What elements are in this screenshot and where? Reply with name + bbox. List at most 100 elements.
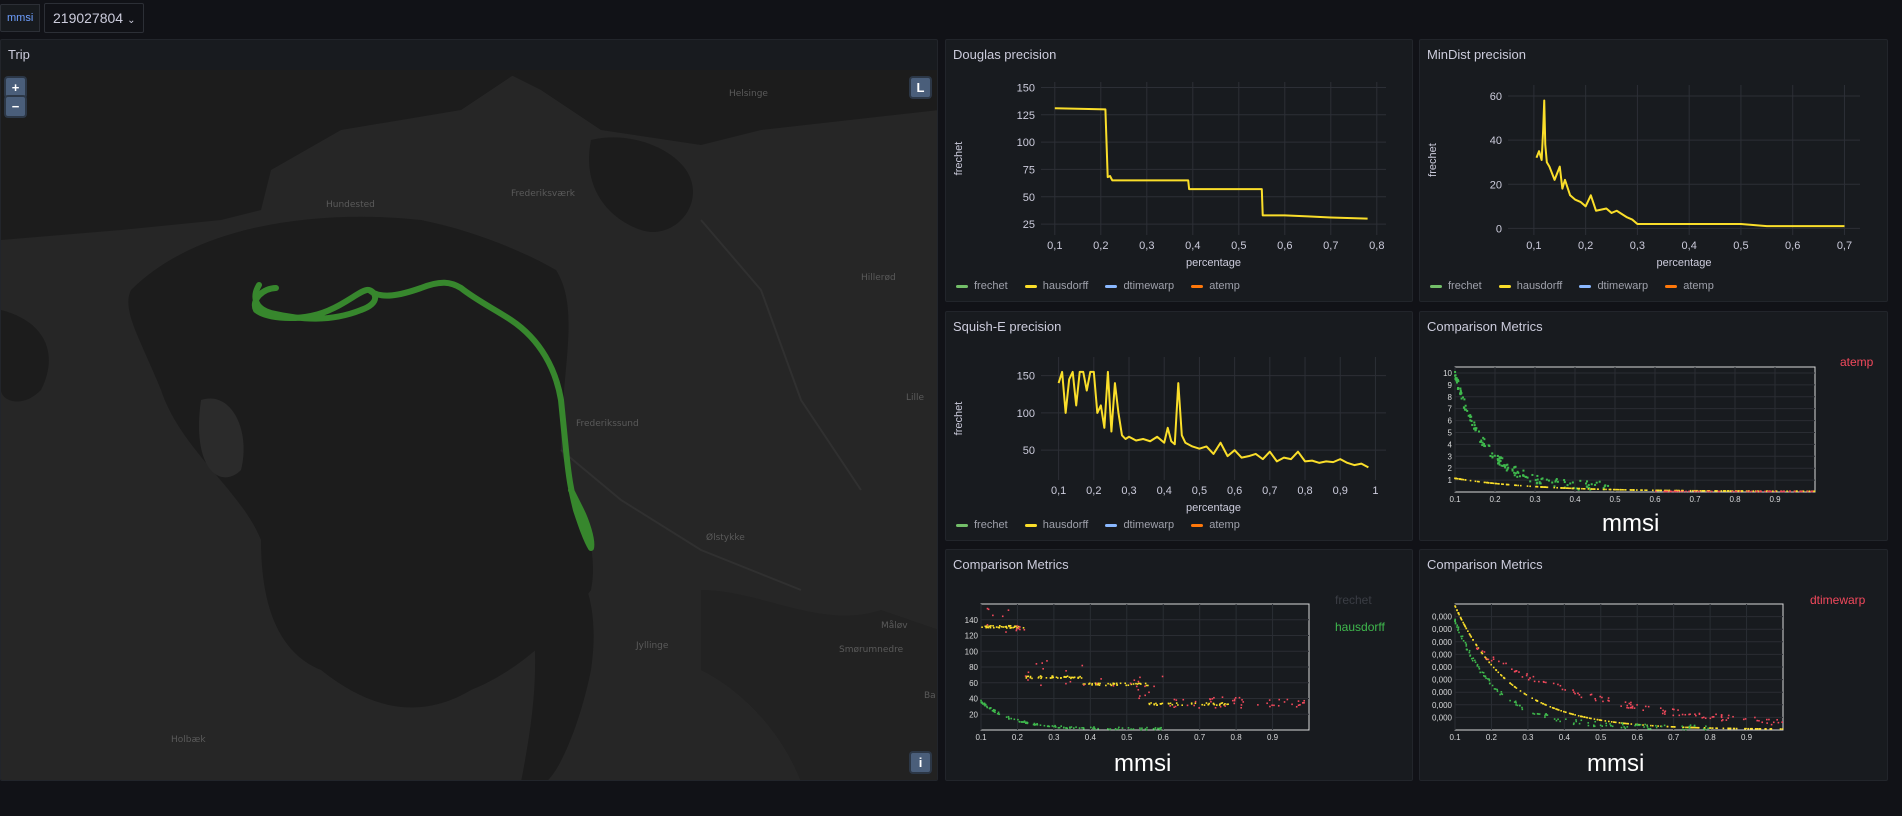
scatter-point <box>1506 468 1509 471</box>
scatter-point <box>1601 725 1604 727</box>
legend-item-dtimewarp[interactable]: dtimewarp <box>1105 519 1174 531</box>
scatter-point <box>1553 718 1556 720</box>
x-tick-label: 0,4 <box>1682 240 1697 252</box>
legend-item-frechet[interactable]: frechet <box>956 519 1008 531</box>
dtimewarp-label: dtimewarp <box>1810 593 1866 607</box>
scatter-point <box>1271 704 1273 707</box>
x-tick-label: 0.9 <box>1267 733 1279 742</box>
scatter-point <box>1469 414 1472 417</box>
scatter-point <box>1618 721 1621 724</box>
legend-swatch <box>1105 284 1118 288</box>
layers-button[interactable]: L <box>911 78 930 97</box>
scatter-point <box>1752 490 1755 492</box>
legend-item-frechet[interactable]: frechet <box>1430 280 1482 292</box>
legend-item-dtimewarp[interactable]: dtimewarp <box>1105 280 1174 292</box>
scatter-point <box>1783 490 1786 493</box>
scatter-point <box>1649 728 1651 730</box>
legend-item-dtimewarp[interactable]: dtimewarp <box>1579 280 1648 292</box>
scatter-point <box>1584 482 1587 485</box>
scatter-point <box>1214 706 1217 709</box>
scatter-point <box>1627 707 1630 709</box>
scatter-point <box>1060 677 1062 679</box>
scatter-point <box>1190 703 1193 705</box>
scatter-point <box>984 703 987 706</box>
scatter-point <box>1021 721 1023 723</box>
scatter-point <box>1241 699 1243 701</box>
legend-item-hausdorff[interactable]: hausdorff <box>1024 280 1088 292</box>
scatter-point <box>1694 713 1696 716</box>
scatter-point <box>1689 489 1692 492</box>
scatter-point <box>1756 490 1758 493</box>
scatter-point <box>1688 713 1690 716</box>
scatter-point <box>1121 727 1124 729</box>
scatter-point <box>1291 703 1293 706</box>
scatter-point <box>1051 725 1054 727</box>
scatter-point <box>1141 727 1143 730</box>
road-line <box>560 449 802 591</box>
scatter-point <box>1663 724 1666 727</box>
scatter-point <box>1161 702 1164 705</box>
scatter-point <box>1511 469 1514 472</box>
legend-item-atemp[interactable]: atemp <box>1191 280 1240 292</box>
scatter-point <box>1599 724 1602 727</box>
legend-item-frechet[interactable]: frechet <box>956 280 1008 292</box>
mmsi-select[interactable]: 219027804 ⌄ <box>44 3 145 33</box>
scatter-point <box>1177 704 1179 706</box>
x-tick-label: 0,7 <box>1323 240 1338 252</box>
scatter-point <box>1682 490 1685 493</box>
scatter-point <box>1758 719 1760 722</box>
scatter-point <box>1002 626 1005 628</box>
zoom-out-button[interactable]: − <box>6 97 25 116</box>
scatter-point <box>1463 398 1466 401</box>
scatter-point <box>1741 490 1743 492</box>
scatter-point <box>1688 727 1691 729</box>
scatter-point <box>1234 697 1237 699</box>
scatter-point <box>1464 641 1467 644</box>
scatter-point <box>1055 676 1058 679</box>
scatter-point <box>1097 727 1099 730</box>
scatter-point <box>1109 683 1112 686</box>
scatter-point <box>1454 477 1457 480</box>
y-tick-label: 0 <box>1496 223 1502 235</box>
legend-item-hausdorff[interactable]: hausdorff <box>1498 280 1562 292</box>
scatter-point <box>1542 703 1545 705</box>
zoom-in-button[interactable]: + <box>6 78 25 97</box>
scatter-point <box>1063 726 1065 729</box>
scatter-point <box>996 712 999 715</box>
scatter-point <box>1232 699 1234 702</box>
scatter-point <box>1540 702 1543 704</box>
scatter-point <box>1516 470 1519 473</box>
place-label: Hundested <box>326 200 375 210</box>
scatter-point <box>1491 482 1493 484</box>
y-tick-label: 0,000 <box>1432 638 1453 647</box>
scatter-point <box>1578 487 1581 490</box>
scatter-point <box>1691 726 1694 729</box>
map-view[interactable]: Helsinge Hundested Frederiksværk Hillerø… <box>1 70 937 780</box>
scatter-point <box>1511 468 1514 471</box>
scatter-point <box>1481 650 1484 652</box>
x-axis-label: percentage <box>1656 257 1711 269</box>
scatter-point <box>1478 666 1480 668</box>
scatter-point <box>1522 474 1525 477</box>
legend-item-atemp[interactable]: atemp <box>1665 280 1714 292</box>
scatter-point <box>980 699 982 702</box>
info-button[interactable]: i <box>911 753 930 772</box>
scatter-point <box>1513 474 1516 477</box>
scatter-point <box>1238 696 1241 699</box>
scatter-point <box>1463 624 1466 626</box>
scatter-point <box>1500 674 1502 676</box>
legend-item-hausdorff[interactable]: hausdorff <box>1024 519 1088 531</box>
scatter-point <box>1464 479 1467 481</box>
scatter-point <box>1657 725 1659 727</box>
squish-precision-panel: Squish-E precision 0,1 0,2 0,3 0,4 0,5 0,6 0,7… <box>945 311 1413 541</box>
scatter-point <box>1662 709 1664 712</box>
scatter-point <box>1454 606 1457 608</box>
scatter-point <box>1519 704 1521 707</box>
scatter-point <box>1027 679 1029 681</box>
scatter-point <box>1636 704 1638 706</box>
scatter-point <box>1460 618 1463 620</box>
scatter-point <box>1707 490 1710 492</box>
x-tick-label: 0,6 <box>1785 240 1800 252</box>
scatter-point <box>1500 692 1503 695</box>
legend-item-atemp[interactable]: atemp <box>1191 519 1240 531</box>
